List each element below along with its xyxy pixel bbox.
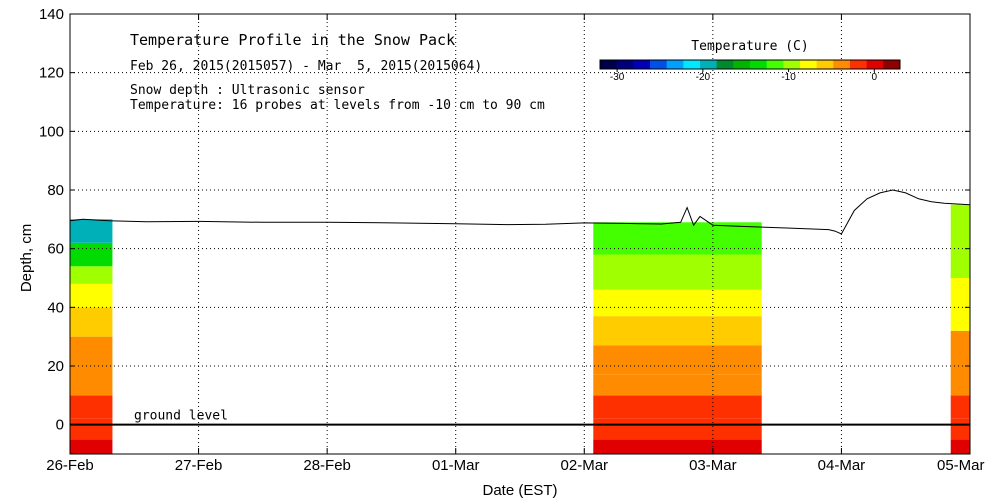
colorbar-tick-label: -20	[696, 72, 711, 83]
profile-1-layer-3	[593, 374, 762, 396]
profile-0-layer-0	[70, 439, 113, 454]
profile-1-layer-4	[593, 345, 762, 375]
note-temperature-probes: Temperature: 16 probes at levels from -1…	[130, 98, 545, 113]
y-axis-ticks: 0 20 40 60 80 100 120 140	[39, 6, 970, 434]
y-tick-label: 80	[47, 182, 64, 199]
x-tick-label: 02-Mar	[561, 457, 609, 474]
y-axis-label: Depth, cm	[18, 224, 35, 292]
colorbar-swatch	[766, 60, 784, 69]
profile-0-layer-7	[70, 266, 113, 284]
x-tick-label: 28-Feb	[303, 457, 351, 474]
profile-0-layer-4	[70, 336, 113, 366]
temperature-profile-bands	[70, 204, 970, 454]
x-axis-label: Date (EST)	[482, 482, 557, 499]
x-tick-label: 26-Feb	[46, 457, 94, 474]
profile-1-layer-1	[593, 418, 762, 440]
note-snow-depth: Snow depth : Ultrasonic sensor	[130, 83, 365, 98]
profile-2-layer-3	[950, 366, 970, 396]
y-tick-label: 0	[56, 417, 64, 434]
profile-2-layer-2	[950, 395, 970, 419]
y-tick-label: 40	[47, 299, 64, 316]
profile-0-layer-5	[70, 307, 113, 337]
profile-1-layer-8	[593, 222, 762, 255]
colorbar-swatch	[633, 60, 651, 69]
temperature-colorbar: -30 -20 -10 0	[599, 59, 901, 83]
profile-0-layer-6	[70, 283, 113, 308]
colorbar-swatch	[750, 60, 768, 69]
profile-0-layer-1	[70, 418, 113, 440]
ground-level-label: ground level	[134, 409, 228, 424]
y-tick-label: 120	[39, 65, 64, 82]
x-tick-label: 27-Feb	[175, 457, 223, 474]
colorbar-swatch	[783, 60, 801, 69]
colorbar-swatch	[666, 60, 684, 69]
profile-2-layer-0	[950, 439, 970, 454]
profile-0-layer-8	[70, 242, 113, 267]
colorbar-tick-label: -10	[781, 72, 796, 83]
profile-1-layer-6	[593, 289, 762, 317]
profile-2-layer-1	[950, 418, 970, 440]
profile-1-layer-5	[593, 316, 762, 346]
x-tick-label: 04-Mar	[818, 457, 866, 474]
colorbar-swatch	[683, 60, 701, 69]
colorbar-swatch	[850, 60, 868, 69]
colorbar-swatch	[716, 60, 734, 69]
x-tick-label: 03-Mar	[689, 457, 737, 474]
x-tick-label: 05-Mar	[937, 457, 985, 474]
colorbar-swatch	[816, 60, 834, 69]
profile-1-layer-0	[593, 439, 762, 454]
chart-title: Temperature Profile in the Snow Pack	[130, 31, 455, 49]
colorbar-swatch	[883, 60, 901, 69]
colorbar-tick-label: 0	[872, 72, 878, 83]
profile-2-layer-4	[950, 330, 970, 366]
colorbar-swatch	[650, 60, 668, 69]
colorbar-swatch	[600, 60, 618, 69]
colorbar-frame	[599, 59, 901, 70]
snow-depth-line	[69, 189, 971, 235]
snow-depth-series	[69, 189, 971, 235]
y-tick-label: 20	[47, 358, 64, 375]
colorbar-label: Temperature (C)	[691, 39, 808, 54]
plot-frame	[69, 13, 971, 455]
profile-0-layer-2	[70, 395, 113, 419]
colorbar-swatch	[700, 60, 718, 69]
colorbar-swatch	[866, 60, 884, 69]
x-axis-ticks: 26-Feb 27-Feb 28-Feb 01-Mar 02-Mar 03-Mar 04-M…	[46, 14, 985, 474]
y-tick-label: 60	[47, 241, 64, 258]
profile-2-layer-6	[950, 204, 970, 278]
profile-1-layer-2	[593, 395, 762, 419]
profile-0-layer-9	[70, 219, 113, 243]
profile-2-layer-5	[950, 278, 970, 331]
colorbar-tick-label: -30	[610, 72, 625, 83]
chart-subtitle: Feb 26, 2015(2015057) - Mar 5, 2015(2015…	[130, 59, 482, 74]
colorbar-swatch	[800, 60, 818, 69]
colorbar-swatch	[616, 60, 634, 69]
colorbar-swatch	[833, 60, 851, 69]
profile-0-layer-3	[70, 366, 113, 396]
colorbar-swatch	[733, 60, 751, 69]
profile-1-layer-7	[593, 254, 762, 290]
y-tick-label: 100	[39, 123, 64, 140]
x-tick-label: 01-Mar	[432, 457, 480, 474]
y-tick-label: 140	[39, 6, 64, 23]
